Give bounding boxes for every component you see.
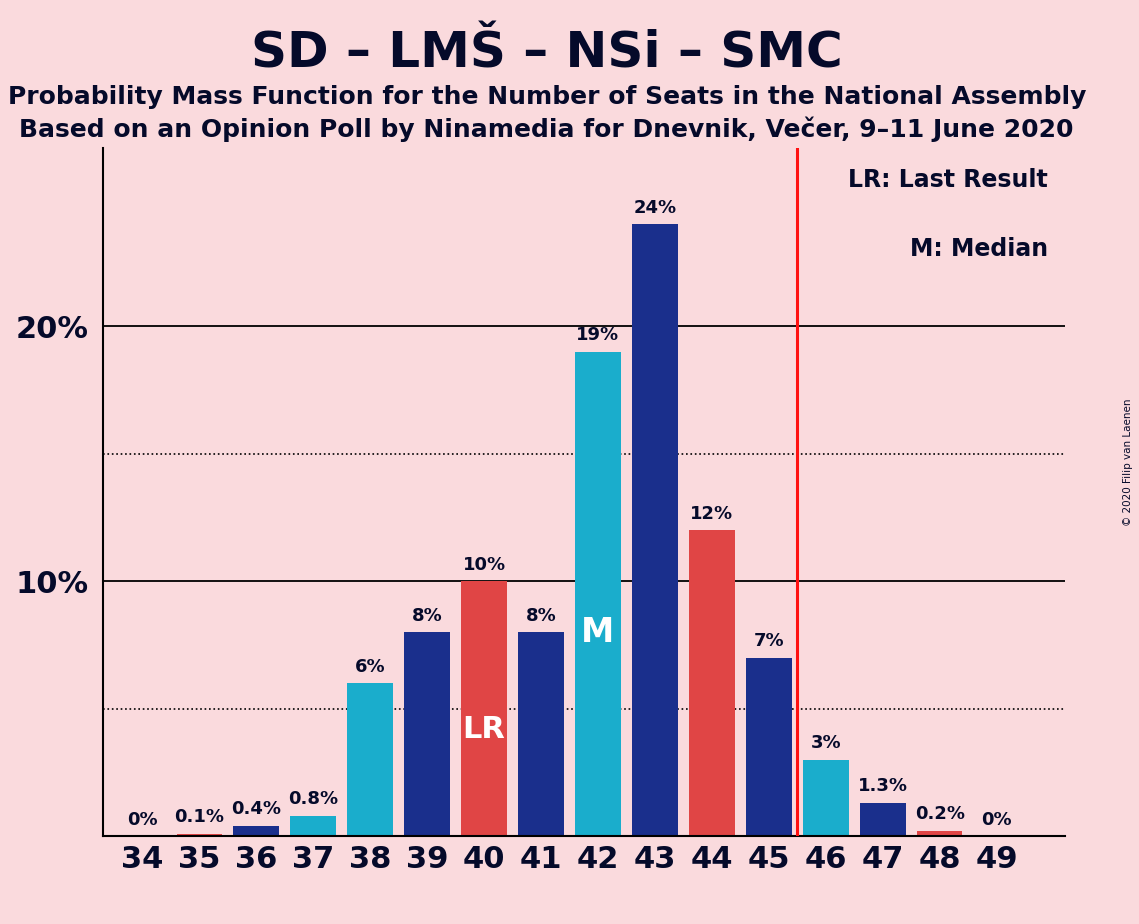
Bar <box>803 760 849 836</box>
Bar <box>461 581 507 836</box>
Text: 0.1%: 0.1% <box>174 808 224 826</box>
Text: 19%: 19% <box>576 326 620 344</box>
Text: © 2020 Filip van Laenen: © 2020 Filip van Laenen <box>1123 398 1132 526</box>
Bar <box>632 225 678 836</box>
Bar <box>917 831 962 836</box>
Text: Based on an Opinion Poll by Ninamedia for Dnevnik, Večer, 9–11 June 2020: Based on an Opinion Poll by Ninamedia fo… <box>19 116 1074 142</box>
Text: LR: Last Result: LR: Last Result <box>849 168 1048 192</box>
Text: M: M <box>581 616 615 650</box>
Text: Probability Mass Function for the Number of Seats in the National Assembly: Probability Mass Function for the Number… <box>8 85 1085 109</box>
Text: 3%: 3% <box>811 734 841 752</box>
Text: 8%: 8% <box>412 607 442 625</box>
Text: 0.4%: 0.4% <box>231 800 281 819</box>
Bar <box>746 658 792 836</box>
Text: 1.3%: 1.3% <box>858 777 908 796</box>
Text: 10%: 10% <box>462 555 506 574</box>
Bar <box>347 683 393 836</box>
Bar <box>233 826 279 836</box>
Text: 0.8%: 0.8% <box>288 790 338 808</box>
Text: 0%: 0% <box>982 810 1011 829</box>
Text: 24%: 24% <box>633 199 677 217</box>
Bar <box>177 833 222 836</box>
Text: SD – LMŠ – NSi – SMC: SD – LMŠ – NSi – SMC <box>251 30 843 78</box>
Bar <box>404 632 450 836</box>
Bar <box>518 632 564 836</box>
Bar <box>689 530 735 836</box>
Text: 6%: 6% <box>355 658 385 675</box>
Bar <box>860 803 906 836</box>
Text: 7%: 7% <box>754 632 784 650</box>
Bar <box>575 352 621 836</box>
Text: 8%: 8% <box>526 607 556 625</box>
Text: 0%: 0% <box>128 810 157 829</box>
Text: M: Median: M: Median <box>910 237 1048 261</box>
Text: LR: LR <box>462 714 506 744</box>
Bar <box>290 816 336 836</box>
Text: 12%: 12% <box>690 505 734 523</box>
Text: 0.2%: 0.2% <box>915 806 965 823</box>
